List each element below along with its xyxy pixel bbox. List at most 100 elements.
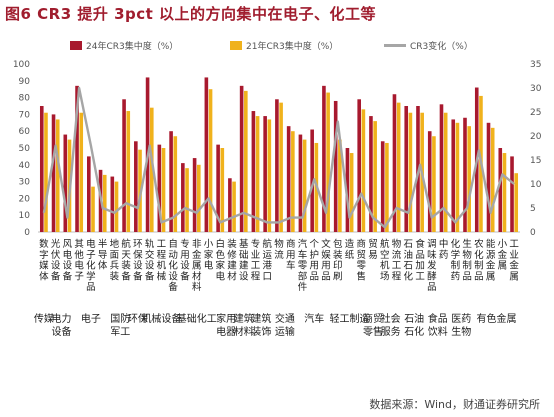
bar-21 bbox=[455, 122, 460, 232]
x-group-label: 医药生物 bbox=[451, 313, 471, 338]
x-category-label: 专业工程 bbox=[251, 238, 261, 282]
bar-24 bbox=[192, 158, 197, 232]
bar-21 bbox=[161, 148, 166, 232]
x-category-label: 非金属材料 bbox=[192, 238, 202, 293]
x-group-label: 电子 bbox=[81, 312, 101, 325]
y-tick-right: 30 bbox=[530, 84, 542, 94]
x-category-label: 其他电子 bbox=[74, 239, 84, 282]
bar-21 bbox=[255, 116, 260, 232]
x-category-label: 地面兵装 bbox=[110, 238, 120, 282]
bar-21 bbox=[197, 164, 201, 232]
x-category-label: 中药 bbox=[439, 238, 449, 261]
y-tick-right: 35 bbox=[530, 60, 541, 70]
bar-24 bbox=[345, 148, 350, 232]
y-tick-right: 10 bbox=[530, 180, 542, 190]
x-category-label: 生物制品 bbox=[462, 238, 472, 282]
bar-24 bbox=[75, 85, 79, 232]
bar-21 bbox=[373, 121, 377, 232]
bar-24 bbox=[228, 178, 232, 232]
y-tick-left: 100 bbox=[13, 60, 30, 70]
bar-24 bbox=[498, 148, 503, 232]
bar-21 bbox=[490, 127, 495, 232]
x-category-label: 光伏设备 bbox=[51, 238, 61, 282]
y-tick-right: 0 bbox=[530, 228, 536, 238]
bar-21 bbox=[232, 181, 236, 232]
y-tick-right: 25 bbox=[530, 108, 541, 118]
bar-21 bbox=[55, 119, 60, 232]
bar-24 bbox=[286, 126, 291, 232]
bar-24 bbox=[333, 100, 338, 233]
x-group-label: 建筑装饰 bbox=[251, 312, 271, 338]
x-group-label: 传媒 bbox=[34, 313, 54, 325]
bar-21 bbox=[385, 142, 389, 232]
x-category-label: 工程机械 bbox=[157, 239, 167, 282]
bar-24 bbox=[451, 119, 456, 232]
x-group-label: 石油石化 bbox=[404, 312, 424, 338]
source-note: 数据来源：Wind，财通证券研究所 bbox=[369, 398, 540, 411]
bar-21 bbox=[126, 111, 131, 232]
x-category-label: 数字媒体 bbox=[39, 238, 49, 282]
bar-24 bbox=[310, 129, 314, 232]
x-group-label: 国防军工 bbox=[110, 312, 130, 338]
bar-24 bbox=[510, 156, 514, 232]
x-group-label: 交通运输 bbox=[275, 312, 295, 338]
bar-24 bbox=[87, 156, 91, 232]
bar-21 bbox=[514, 173, 519, 232]
bar-21 bbox=[220, 148, 225, 232]
x-group-label: 电力设备 bbox=[52, 312, 72, 338]
bar-21 bbox=[432, 136, 436, 232]
bar-21 bbox=[149, 107, 154, 232]
y-tick-left: 50 bbox=[19, 144, 31, 154]
y-tick-right: 20 bbox=[530, 132, 542, 142]
bar-24 bbox=[134, 141, 138, 232]
x-category-label: 轨交设备 bbox=[145, 238, 155, 282]
y-tick-left: 10 bbox=[19, 211, 31, 221]
bar-24 bbox=[427, 131, 432, 232]
y-tick-right: 15 bbox=[530, 156, 541, 166]
x-category-label: 汽车零部件 bbox=[298, 238, 308, 293]
bar-21 bbox=[443, 112, 448, 232]
legend-swatch-2 bbox=[230, 41, 242, 50]
bar-24 bbox=[263, 116, 267, 232]
x-category-label: 商用车 bbox=[286, 238, 296, 272]
bar-21 bbox=[114, 181, 119, 232]
bar-21 bbox=[267, 119, 272, 232]
x-category-label: 基础建设 bbox=[239, 238, 249, 282]
bar-21 bbox=[467, 126, 471, 232]
x-category-label: 小金属 bbox=[498, 239, 508, 272]
x-category-label: 半导体 bbox=[98, 238, 108, 272]
x-category-label: 电子化学品 bbox=[86, 238, 96, 293]
x-group-label: 汽车 bbox=[304, 312, 324, 325]
bar-24 bbox=[39, 106, 44, 232]
y-tick-left: 40 bbox=[19, 161, 31, 171]
bar-21 bbox=[338, 139, 342, 232]
bar-24 bbox=[369, 116, 373, 232]
x-group-label: 社会服务 bbox=[381, 312, 401, 338]
y-tick-right: 5 bbox=[530, 204, 536, 214]
y-tick-left: 70 bbox=[19, 110, 31, 120]
bar-21 bbox=[244, 90, 248, 232]
x-category-label: 小家电 bbox=[204, 239, 214, 272]
bar-24 bbox=[486, 122, 491, 232]
bar-21 bbox=[502, 153, 507, 232]
x-category-label: 白色家电 bbox=[215, 238, 225, 282]
bar-21 bbox=[326, 92, 330, 232]
x-category-label: 贸易 bbox=[368, 238, 378, 261]
bar-24 bbox=[251, 111, 256, 232]
bar-21 bbox=[302, 139, 307, 232]
bar-24 bbox=[322, 85, 326, 232]
bar-21 bbox=[291, 131, 295, 232]
x-category-label: 工业金属 bbox=[509, 239, 519, 282]
y-tick-left: 20 bbox=[19, 194, 31, 204]
bar-21 bbox=[185, 168, 189, 232]
bar-21 bbox=[396, 102, 401, 232]
y-tick-left: 90 bbox=[19, 77, 31, 87]
bar-21 bbox=[44, 112, 48, 232]
bar-24 bbox=[204, 77, 209, 232]
bar-21 bbox=[279, 102, 283, 232]
x-group-label: 家用电器 bbox=[216, 312, 236, 338]
x-category-label: 包装印刷 bbox=[333, 238, 343, 282]
x-category-label: 商贸零售 bbox=[357, 238, 367, 282]
x-category-label: 调味发酵品 bbox=[427, 239, 437, 293]
